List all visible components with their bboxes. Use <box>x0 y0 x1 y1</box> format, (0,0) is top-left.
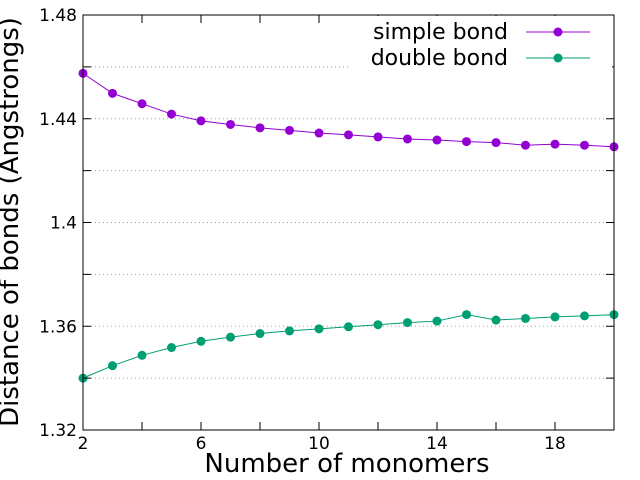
data-point <box>314 324 324 334</box>
legend-label: double bond <box>371 46 508 71</box>
data-point <box>432 316 442 326</box>
y-tick-label: 1.4 <box>50 214 77 234</box>
data-point <box>167 343 176 353</box>
y-tick-label: 1.44 <box>39 110 77 130</box>
legend-marker <box>553 53 563 63</box>
grid-lines <box>83 66 614 379</box>
x-axis-title: Number of monomers <box>204 449 489 479</box>
y-tick-label: 1.36 <box>39 317 77 337</box>
data-point <box>403 318 412 328</box>
series-simple-bond <box>78 68 619 152</box>
y-axis-title: Distance of bonds (Angstrongs) <box>0 17 25 427</box>
data-point <box>285 125 294 135</box>
data-point <box>226 119 235 129</box>
data-point <box>314 128 324 138</box>
data-point <box>550 139 560 149</box>
series-double-bond <box>78 310 619 383</box>
data-point <box>285 326 294 336</box>
data-point <box>550 312 560 322</box>
data-point <box>255 329 265 339</box>
plot-frame <box>82 14 615 431</box>
legend-background <box>348 16 612 68</box>
data-point <box>255 123 265 133</box>
x-tick-label: 14 <box>426 434 448 454</box>
data-point <box>196 336 206 346</box>
data-point <box>521 140 530 150</box>
y-tick-label: 1.48 <box>39 6 77 26</box>
data-point <box>137 99 147 109</box>
data-point <box>137 350 147 360</box>
data-point <box>344 130 353 140</box>
data-point <box>226 332 235 342</box>
data-point <box>491 315 501 325</box>
data-point <box>108 88 117 98</box>
data-point <box>491 138 501 148</box>
x-tick-label: 6 <box>196 434 207 454</box>
data-point <box>344 322 353 332</box>
data-point <box>580 140 589 150</box>
data-point <box>196 116 206 126</box>
data-point <box>432 135 442 145</box>
data-point <box>403 134 412 144</box>
data-point <box>521 313 530 323</box>
y-tick-label: 1.32 <box>39 421 77 441</box>
data-point <box>580 311 589 321</box>
axis-ticks: 1.32 1.36 1.4 1.44 1.48 2 6 10 14 18 <box>39 6 615 454</box>
x-tick-label: 10 <box>308 434 330 454</box>
data-point <box>167 109 176 119</box>
x-tick-label: 18 <box>544 434 566 454</box>
data-point <box>373 320 383 330</box>
legend-label: simple bond <box>373 20 508 45</box>
data-point <box>373 132 383 142</box>
data-point <box>108 361 117 371</box>
legend-marker <box>553 27 563 37</box>
x-tick-label: 2 <box>78 434 89 454</box>
series-layer <box>78 68 619 383</box>
data-point <box>462 310 471 320</box>
data-point <box>462 137 471 147</box>
